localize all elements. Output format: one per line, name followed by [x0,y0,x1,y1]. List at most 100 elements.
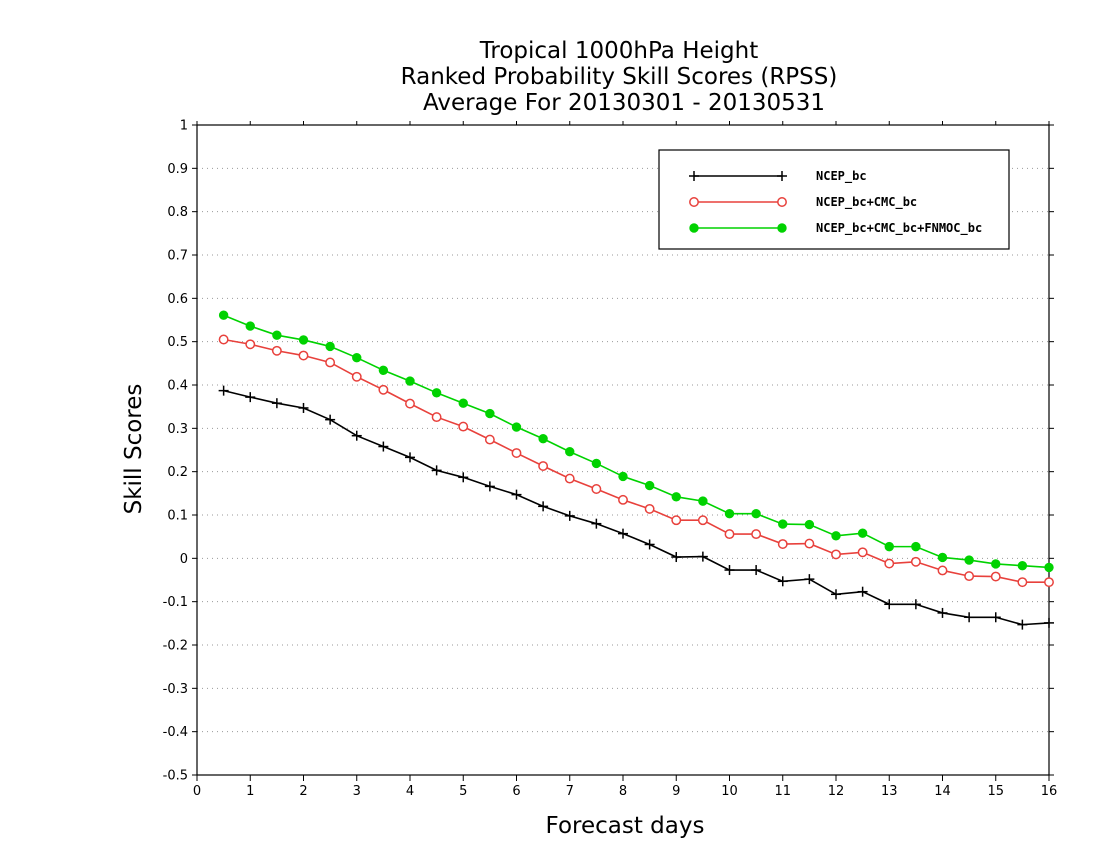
grid-lines [197,167,1049,733]
data-point [458,398,468,408]
data-point [352,353,362,363]
data-point [218,385,229,396]
x-tick-label: 7 [566,784,574,799]
data-point [804,538,815,549]
legend-label: NCEP_bc+CMC_bc+FNMOC_bc [816,221,982,236]
data-point [964,612,975,623]
y-tick-label: -0.1 [163,595,188,610]
y-tick-label: 0.1 [167,509,188,524]
data-point [751,509,761,519]
x-tick-label: 3 [353,784,361,799]
data-point [565,447,575,457]
legend-marker-right [777,171,787,181]
data-point [538,461,549,471]
data-point [1044,617,1054,628]
y-tick-label: 0.8 [167,205,188,220]
data-point [698,496,708,506]
data-point [218,334,229,345]
data-point [618,471,628,482]
data-point [218,310,229,320]
data-point [671,552,682,563]
data-point [618,494,628,505]
data-point [245,321,255,331]
legend-marker-left [689,223,699,233]
x-tick-label: 0 [193,784,201,799]
data-point [591,518,602,529]
data-point [564,510,575,521]
data-point [1017,619,1028,630]
data-point [724,509,735,519]
data-point [964,555,974,565]
data-point [378,441,389,452]
data-point [591,458,602,469]
x-tick-label: 6 [512,784,520,799]
legend-label: NCEP_bc [816,169,867,184]
data-point [405,398,415,409]
legend-marker-right [777,223,787,233]
data-point [991,559,1001,569]
data-point [778,519,788,529]
data-point [671,492,681,502]
data-point [937,607,948,618]
x-tick-label: 12 [828,784,845,799]
data-point [325,341,335,352]
data-point [857,528,868,538]
data-point [431,388,442,398]
y-tick-label: 0 [180,552,188,567]
data-point [458,421,469,432]
x-tick-label: 8 [619,784,627,799]
data-point [724,529,735,540]
y-tick-label: 0.2 [167,465,188,480]
data-point [990,612,1001,623]
data-point [1044,577,1054,588]
series-3 [218,310,1054,573]
data-point [804,519,815,530]
data-point [431,465,442,476]
data-point [378,365,389,375]
data-point [271,345,282,356]
series-line [223,314,1050,569]
series-line [223,338,1049,583]
data-point [271,398,282,409]
data-point [1044,562,1054,573]
data-point [484,481,495,492]
data-point [697,551,708,562]
y-tick-label: -0.3 [163,682,188,697]
x-tick-label: 1 [246,784,254,799]
data-point [724,565,735,576]
title-line-2: Ranked Probability Skill Scores (RPSS) [401,64,838,90]
data-point [325,357,336,368]
y-axis-title: Skill Scores [121,384,147,515]
data-point [298,350,309,361]
data-point [857,586,868,597]
y-tick-label: 0.9 [167,162,188,177]
legend-marker-left [689,197,699,207]
x-tick-label: 10 [721,784,738,799]
data-point [511,422,522,432]
chart-title: Tropical 1000hPa Height Ranked Probabili… [401,38,838,116]
data-point [804,574,815,585]
data-point [618,528,628,539]
data-point [937,565,948,576]
x-tick-label: 2 [299,784,307,799]
title-line-1: Tropical 1000hPa Height [479,38,759,64]
data-point [485,408,495,419]
x-tick-label: 5 [459,784,467,799]
data-point [511,489,522,500]
data-point [777,539,788,549]
data-point [1017,561,1028,571]
data-point [431,412,442,423]
data-point [644,539,655,550]
data-point [538,501,549,512]
y-tick-label: 0.6 [167,292,188,307]
data-point [272,330,282,340]
data-point [538,434,548,444]
data-point [458,472,469,483]
data-point [564,473,575,484]
axes: -0.5 -0.4 -0.3 -0.2 -0.1 0 0.1 0.2 0.3 0.4 0.5 0.6 0… [163,119,1058,800]
data-point [857,547,868,558]
data-point [298,335,309,345]
legend-item-3: NCEP_bc+CMC_bc+FNMOC_bc [689,221,982,236]
